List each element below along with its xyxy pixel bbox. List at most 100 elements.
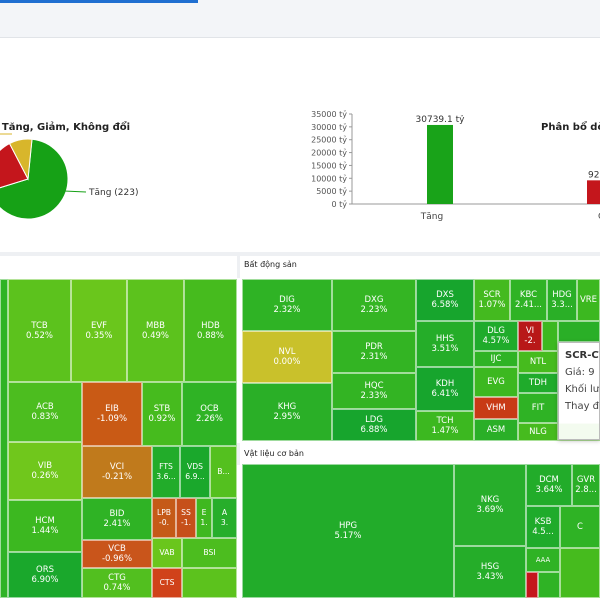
heatmap-cell-khg[interactable]: KHG 2.95% [242, 383, 332, 441]
cell-ticker: DXG [364, 295, 384, 305]
cell-ticker: DXS [436, 290, 454, 300]
heatmap-filler-tile[interactable] [542, 321, 558, 351]
heatmap-cell-eib[interactable]: EIB -1.09% [82, 382, 142, 446]
heatmap-cell-scr[interactable]: SCR 1.07% [474, 279, 510, 321]
tooltip-price: Giá: 9 [565, 367, 595, 378]
heatmap-cell-vhm[interactable]: VHM [474, 397, 518, 419]
heatmap-cell-ss[interactable]: SS -1. [176, 498, 196, 538]
cell-ticker: HPG [338, 521, 358, 531]
bar-1[interactable] [587, 180, 600, 204]
cell-change: 2.26% [195, 414, 223, 424]
heatmap-cell-vcb[interactable]: VCB -0.96% [82, 540, 152, 568]
heatmap-cell-vre[interactable]: VRE [577, 279, 600, 321]
heatmap-cell-ksb[interactable]: KSB 4.5... [526, 506, 560, 548]
heatmap-cell-ors[interactable]: ORS 6.90% [8, 552, 82, 598]
heatmap-cell-stb[interactable]: STB 0.92% [142, 382, 182, 446]
heatmap-cell-dig[interactable]: DIG 2.32% [242, 279, 332, 331]
charts-panel: Tăng (223) 35000 tỷ 30000 tỷ 25000 tỷ 20000… [0, 38, 600, 252]
cell-ticker: A [221, 508, 228, 517]
heatmap-cell-hqc[interactable]: HQC 2.33% [332, 373, 416, 409]
heatmap-cell-fit[interactable]: FIT [518, 393, 558, 423]
heatmap-cell-ocb[interactable]: OCB 2.26% [182, 382, 237, 446]
heatmap-filler-tile[interactable] [182, 568, 237, 598]
heatmap-cell-nlg[interactable]: NLG [518, 423, 558, 441]
heatmap-cell-tch[interactable]: TCH 1.47% [416, 411, 474, 441]
heatmap-cell-vab[interactable]: VAB [152, 538, 182, 568]
cell-ticker: CTG [108, 573, 126, 583]
heatmap-filler-tile[interactable] [538, 572, 560, 598]
heatmap-cell-ijc[interactable]: IJC [474, 351, 518, 367]
heatmap-cell-aaa[interactable]: AAA [526, 548, 560, 572]
heatmap-cell-vci[interactable]: VCI -0.21% [82, 446, 152, 498]
cell-ticker: HQC [364, 381, 384, 391]
bar-chart-title: Phân bổ dò [541, 122, 600, 133]
heatmap-cell-bsi[interactable]: BSI [182, 538, 237, 568]
bank-securities-header [0, 256, 237, 278]
heatmap-cell-acb[interactable]: ACB 0.83% [8, 382, 82, 442]
heatmap-cell-a[interactable]: A 3. [212, 498, 237, 538]
heatmap-cell-hdb[interactable]: HDB 0.88% [184, 279, 237, 382]
cell-ticker: ORS [36, 565, 54, 575]
heatmap-cell-hcm[interactable]: HCM 1.44% [8, 500, 82, 552]
heatmap-cell-tdh[interactable]: TDH [518, 373, 558, 393]
heatmap-filler-tile[interactable] [0, 279, 8, 598]
heatmap-cell-e[interactable]: E 1. [196, 498, 212, 538]
cell-change: 0.52% [25, 330, 53, 341]
heatmap-cell-dxs[interactable]: DXS 6.58% [416, 279, 474, 321]
heatmap-cell-gvr[interactable]: GVR 2.8... [572, 464, 600, 506]
heatmap-cell-ctg[interactable]: CTG 0.74% [82, 568, 152, 598]
cell-ticker: EVF [90, 320, 108, 331]
pie-slice-2[interactable] [8, 138, 33, 181]
cell-change: 2.23% [360, 305, 388, 315]
heatmap-cell-kbc[interactable]: KBC 2.41... [510, 279, 547, 321]
heatmap-cell-nvl[interactable]: NVL 0.00% [242, 331, 332, 383]
cell-ticker: VHM [486, 403, 506, 413]
heatmap-cell-dcm[interactable]: DCM 3.64% [526, 464, 572, 506]
advance-decline-pie-chart[interactable] [0, 138, 69, 220]
pie-slice-0[interactable] [0, 138, 69, 220]
heatmap-cell-cts[interactable]: CTS [152, 568, 182, 598]
heatmap-cell-ntl[interactable]: NTL [518, 351, 558, 373]
cell-change: 4.57% [482, 336, 510, 346]
heatmap-filler-tile[interactable] [560, 548, 600, 598]
bar-category-tang: Tăng [420, 212, 443, 222]
heatmap-cell-nkg[interactable]: NKG 3.69% [454, 464, 526, 546]
heatmap-cell-evg[interactable]: EVG [474, 367, 518, 397]
heatmap-cell-hsg[interactable]: HSG 3.43% [454, 546, 526, 598]
heatmap-cell-pdr[interactable]: PDR 2.31% [332, 331, 416, 373]
heatmap-cell-vds[interactable]: VDS 6.9... [180, 446, 210, 498]
heatmap-cell-tcb[interactable]: TCB 0.52% [8, 279, 71, 382]
heatmap-cell-b[interactable]: B... [210, 446, 237, 498]
cell-change: 3.3... [551, 300, 573, 310]
heatmap-cell-dxg[interactable]: DXG 2.23% [332, 279, 416, 331]
heatmap-cell-bid[interactable]: BID 2.41% [82, 498, 152, 540]
heatmap-cell-hpg[interactable]: HPG 5.17% [242, 464, 454, 598]
bar-chart-marks[interactable]: 30739.1 tỷ 92 [416, 115, 600, 204]
heatmap-cell-lpb[interactable]: LPB -0. [152, 498, 176, 538]
heatmap-filler-tile[interactable] [526, 572, 538, 598]
heatmap-cell-hhs[interactable]: HHS 3.51% [416, 321, 474, 367]
heatmap-cell-vib[interactable]: VIB 0.26% [8, 442, 82, 500]
heatmap-cell-c[interactable]: C [560, 506, 600, 548]
pie-slice-1[interactable] [0, 142, 29, 191]
heatmap-cell-fts[interactable]: FTS 3.6... [152, 446, 180, 498]
heatmap-cell-hdg[interactable]: HDG 3.3... [547, 279, 577, 321]
cell-ticker: VDS [187, 462, 203, 471]
heatmap-filler-tile[interactable] [558, 321, 600, 342]
cell-change: 6.58% [431, 300, 459, 310]
cell-ticker: ACB [36, 402, 54, 412]
bar-category-partial: C [598, 212, 600, 222]
cell-change: -1.09% [96, 414, 128, 424]
heatmap-cell-evf[interactable]: EVF 0.35% [71, 279, 127, 382]
materials-header: Vật liệu cơ bản [237, 443, 600, 465]
heatmap-cell-ldg[interactable]: LDG 6.88% [332, 409, 416, 441]
heatmap-cell-mbb[interactable]: MBB 0.49% [127, 279, 184, 382]
bar-0[interactable] [427, 124, 453, 204]
heatmap-cell-vi[interactable]: VI -2. [518, 321, 542, 351]
heatmap-cell-kdh[interactable]: KDH 6.41% [416, 367, 474, 411]
bar-value-label-0: 30739.1 tỷ [416, 115, 466, 125]
cell-ticker: E [201, 508, 207, 517]
cell-ticker: NKG [480, 495, 500, 505]
heatmap-cell-asm[interactable]: ASM [474, 419, 518, 441]
heatmap-cell-dlg[interactable]: DLG 4.57% [474, 321, 518, 351]
